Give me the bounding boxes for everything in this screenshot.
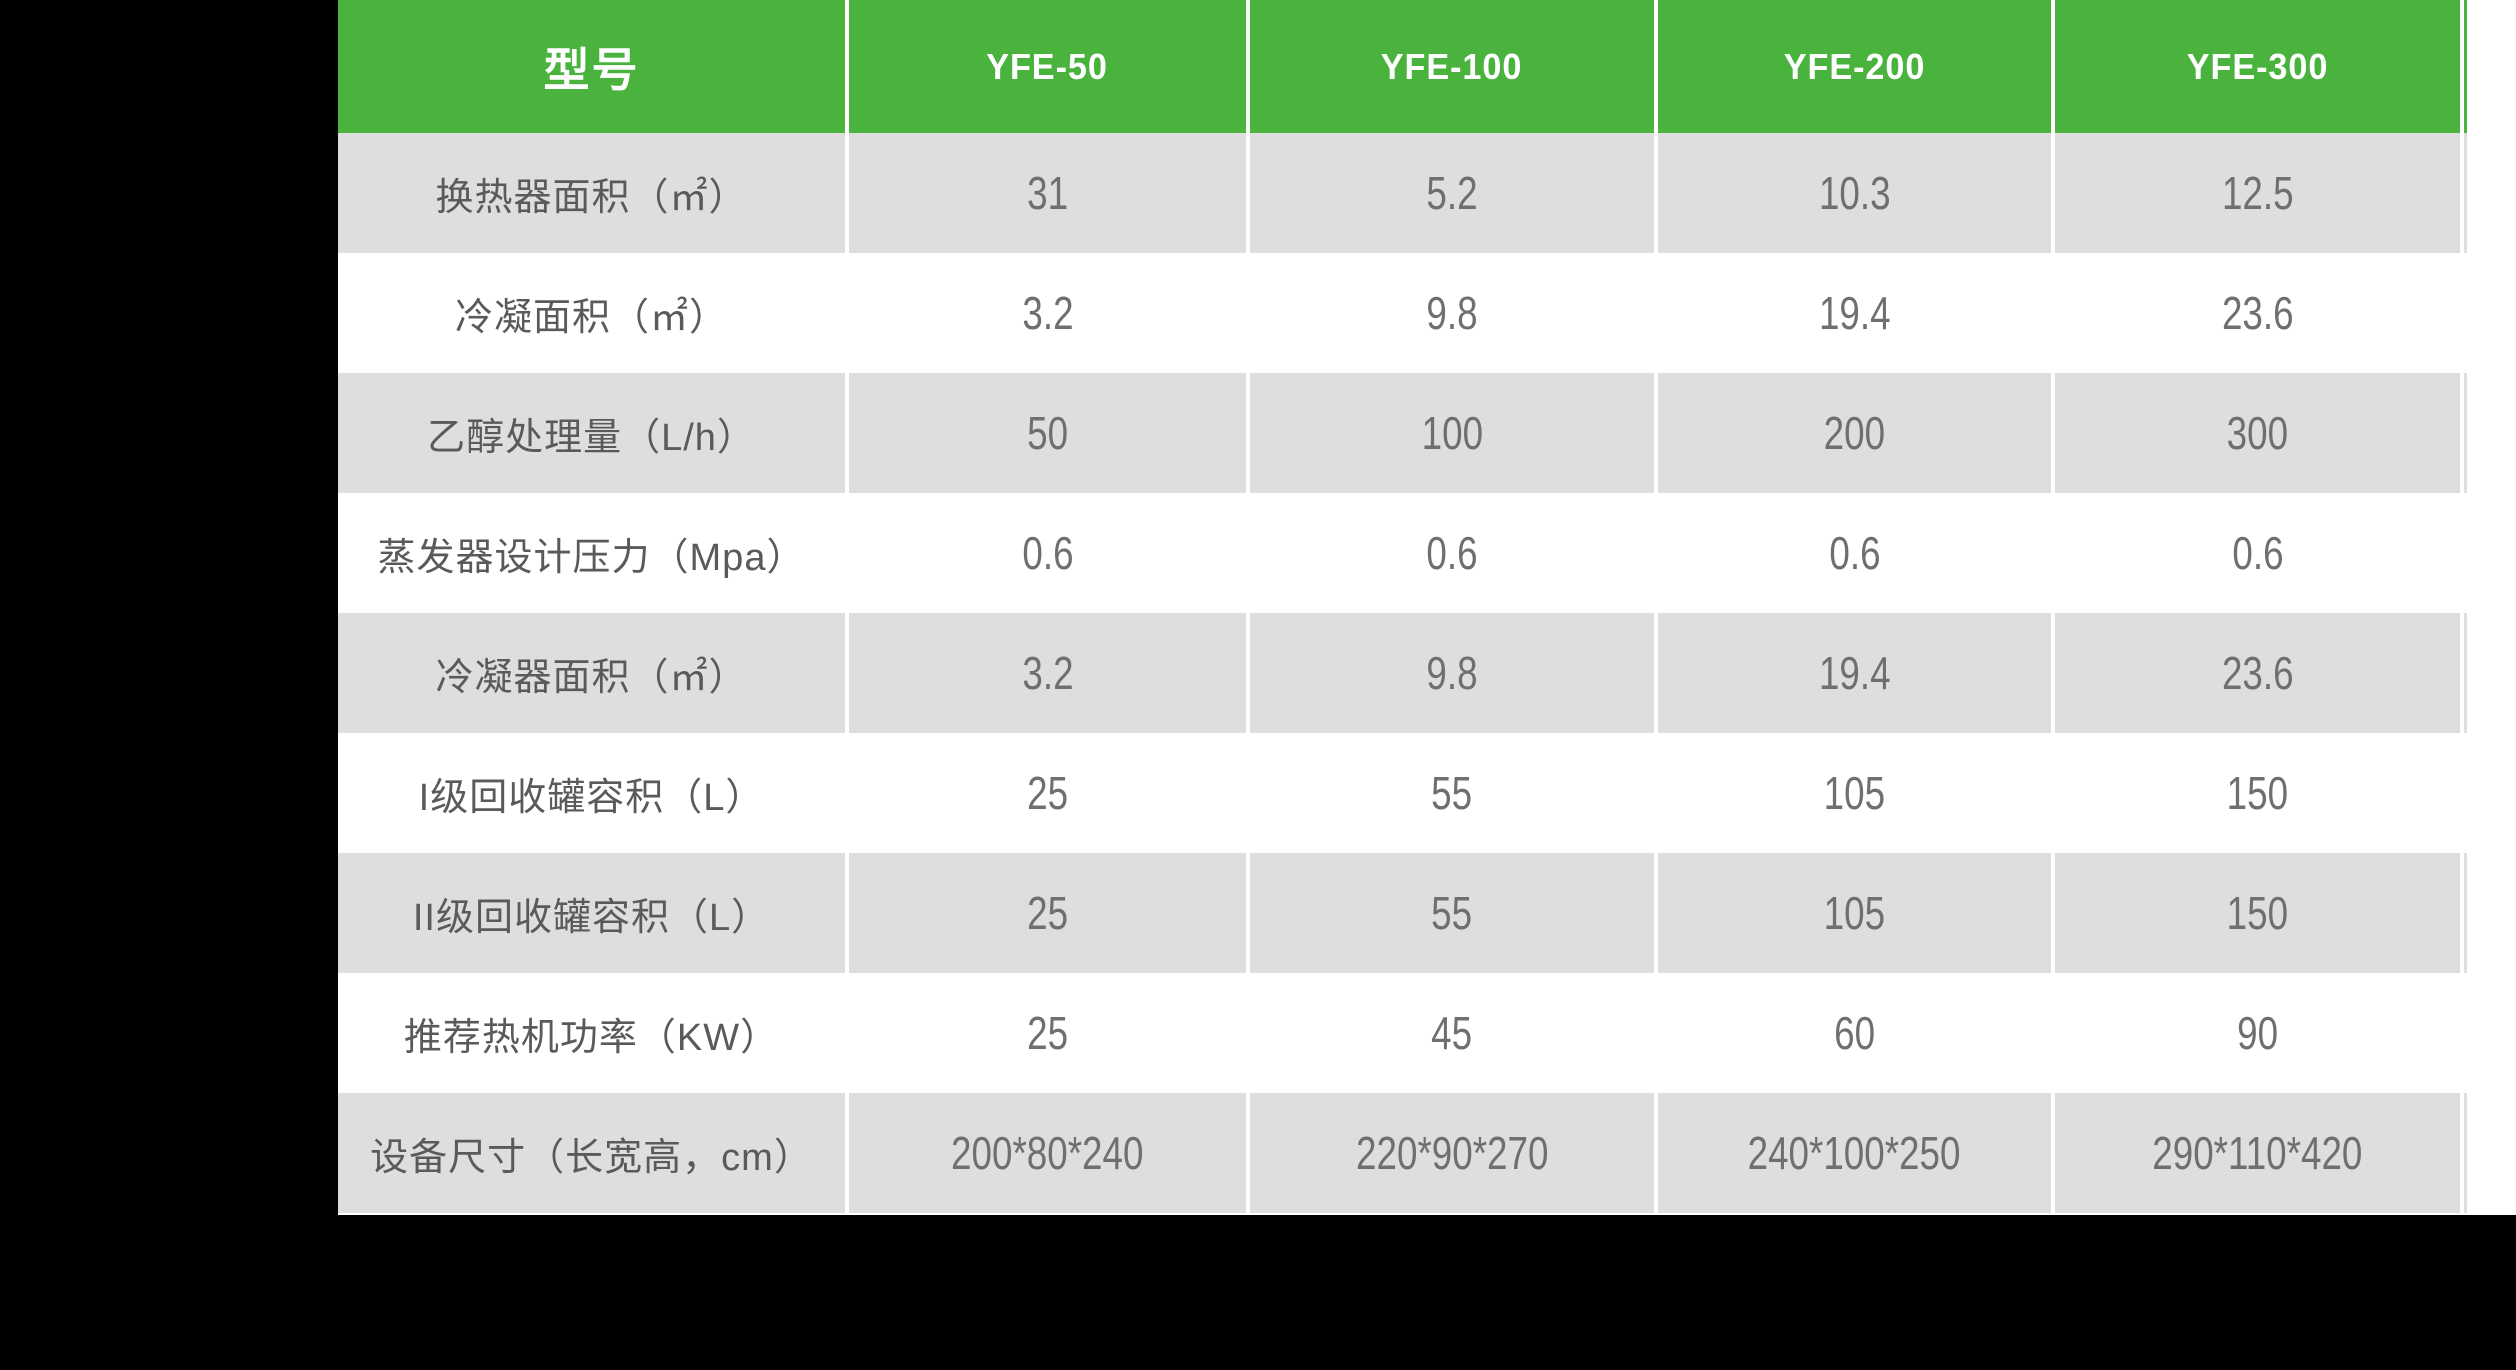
value-cell: 100 <box>1250 373 1654 493</box>
spec-table: 型号 YFE-50 YFE-100 YFE-200 YFE-300 换热器面积（㎡） … <box>338 0 2467 1213</box>
value-cell: 220*90*270 <box>1250 1093 1654 1213</box>
row-label-cell: 设备尺寸（长宽高，cm） <box>338 1093 845 1213</box>
header-cell-yfe-100: YFE-100 <box>1250 0 1654 133</box>
header-cell-model: 型号 <box>338 0 845 133</box>
value-cell: 10.3 <box>1658 133 2051 253</box>
value-cell: 105 <box>1658 853 2051 973</box>
value-cell: 19.4 <box>1658 613 2051 733</box>
row-label-cell: 冷凝器面积（㎡） <box>338 613 845 733</box>
value-cell: 150 <box>2055 853 2460 973</box>
value-cell: 240*100*250 <box>1658 1093 2051 1213</box>
row-label-cell: II级回收罐容积（L） <box>338 853 845 973</box>
value-cell: 55 <box>1250 853 1654 973</box>
header-cell-yfe-50: YFE-50 <box>849 0 1246 133</box>
row-edge-strip <box>2464 133 2467 253</box>
value-cell: 23.6 <box>2055 253 2460 373</box>
value-cell: 290*110*420 <box>2055 1093 2460 1213</box>
value-cell: 25 <box>849 853 1246 973</box>
table-row: 蒸发器设计压力（Mpa） 0.6 0.6 0.6 0.6 <box>338 493 2467 613</box>
row-edge-strip <box>2464 973 2467 1093</box>
value-cell: 90 <box>2055 973 2460 1093</box>
value-cell: 31 <box>849 133 1246 253</box>
row-label-cell: I级回收罐容积（L） <box>338 733 845 853</box>
table-header-row: 型号 YFE-50 YFE-100 YFE-200 YFE-300 <box>338 0 2467 133</box>
row-label-cell: 换热器面积（㎡） <box>338 133 845 253</box>
value-cell: 200 <box>1658 373 2051 493</box>
row-edge-strip <box>2464 493 2467 613</box>
table-row: I级回收罐容积（L） 25 55 105 150 <box>338 733 2467 853</box>
value-cell: 12.5 <box>2055 133 2460 253</box>
value-cell: 300 <box>2055 373 2460 493</box>
value-cell: 23.6 <box>2055 613 2460 733</box>
value-cell: 200*80*240 <box>849 1093 1246 1213</box>
row-label-cell: 蒸发器设计压力（Mpa） <box>338 493 845 613</box>
slide-panel: 型号 YFE-50 YFE-100 YFE-200 YFE-300 换热器面积（㎡） … <box>338 0 2516 1215</box>
table-row: 换热器面积（㎡） 31 5.2 10.3 12.5 <box>338 133 2467 253</box>
value-cell: 60 <box>1658 973 2051 1093</box>
value-cell: 45 <box>1250 973 1654 1093</box>
row-edge-strip <box>2464 253 2467 373</box>
value-cell: 9.8 <box>1250 613 1654 733</box>
value-cell: 150 <box>2055 733 2460 853</box>
row-edge-strip <box>2464 733 2467 853</box>
value-cell: 0.6 <box>1658 493 2051 613</box>
row-label-cell: 乙醇处理量（L/h） <box>338 373 845 493</box>
header-edge-strip <box>2464 0 2467 133</box>
row-edge-strip <box>2464 1093 2467 1213</box>
value-cell: 0.6 <box>849 493 1246 613</box>
table-row: 冷凝器面积（㎡） 3.2 9.8 19.4 23.6 <box>338 613 2467 733</box>
table-row: 冷凝面积（㎡） 3.2 9.8 19.4 23.6 <box>338 253 2467 373</box>
value-cell: 3.2 <box>849 613 1246 733</box>
table-row: 推荐热机功率（KW） 25 45 60 90 <box>338 973 2467 1093</box>
value-cell: 5.2 <box>1250 133 1654 253</box>
row-label-cell: 冷凝面积（㎡） <box>338 253 845 373</box>
table-row: II级回收罐容积（L） 25 55 105 150 <box>338 853 2467 973</box>
header-cell-yfe-300: YFE-300 <box>2055 0 2460 133</box>
value-cell: 50 <box>849 373 1246 493</box>
value-cell: 25 <box>849 733 1246 853</box>
value-cell: 0.6 <box>2055 493 2460 613</box>
row-edge-strip <box>2464 613 2467 733</box>
value-cell: 3.2 <box>849 253 1246 373</box>
row-edge-strip <box>2464 853 2467 973</box>
row-label-cell: 推荐热机功率（KW） <box>338 973 845 1093</box>
table-row: 乙醇处理量（L/h） 50 100 200 300 <box>338 373 2467 493</box>
value-cell: 19.4 <box>1658 253 2051 373</box>
value-cell: 55 <box>1250 733 1654 853</box>
header-cell-yfe-200: YFE-200 <box>1658 0 2051 133</box>
row-edge-strip <box>2464 373 2467 493</box>
value-cell: 105 <box>1658 733 2051 853</box>
table-row: 设备尺寸（长宽高，cm） 200*80*240 220*90*270 240*1… <box>338 1093 2467 1213</box>
value-cell: 9.8 <box>1250 253 1654 373</box>
value-cell: 0.6 <box>1250 493 1654 613</box>
value-cell: 25 <box>849 973 1246 1093</box>
